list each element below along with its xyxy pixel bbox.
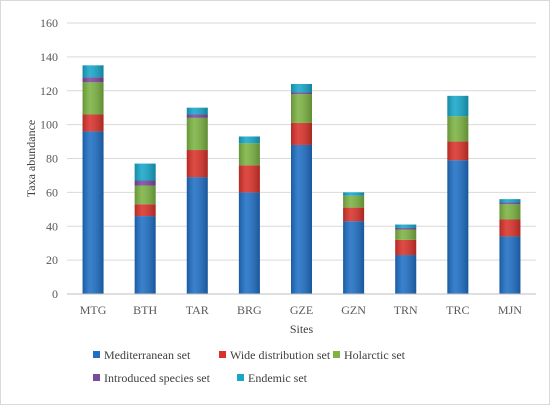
x-tick-label: MJN bbox=[498, 303, 522, 317]
y-tick-label: 120 bbox=[40, 84, 58, 98]
bar-shade-trc-series-0 bbox=[447, 160, 469, 294]
y-tick-label: 0 bbox=[52, 287, 58, 301]
bar-shade-gzn-series-1 bbox=[343, 207, 365, 222]
x-tick-label: TRN bbox=[394, 303, 418, 317]
y-tick-label: 140 bbox=[40, 50, 58, 64]
bar-shade-tar-series-1 bbox=[186, 150, 208, 178]
bar-shade-tar-series-2 bbox=[186, 117, 208, 151]
bar-shade-mjn-series-0 bbox=[499, 236, 521, 294]
legend-label: Endemic set bbox=[248, 371, 308, 385]
legend-swatch bbox=[93, 351, 100, 358]
legend: Mediterranean set Wide distribution set Ho… bbox=[93, 348, 406, 385]
bar-shade-brg-series-0 bbox=[238, 192, 260, 294]
bar-shade-gze-series-3 bbox=[291, 92, 312, 95]
bar-shade-mjn-series-1 bbox=[499, 219, 521, 237]
x-tick-label: GZE bbox=[290, 303, 313, 317]
bar-shade-tar-series-0 bbox=[186, 177, 208, 294]
legend-label: Wide distribution set bbox=[230, 348, 331, 362]
bar-shade-mtg-series-4 bbox=[82, 65, 104, 78]
bar-shade-mjn-series-4 bbox=[499, 199, 521, 203]
bar-shade-mtg-series-2 bbox=[82, 82, 104, 115]
x-tick-label: BRG bbox=[237, 303, 262, 317]
bar-shade-trn-series-4 bbox=[395, 224, 417, 228]
legend-swatch bbox=[219, 351, 226, 358]
bars bbox=[82, 65, 521, 294]
x-tick-label: BTH bbox=[133, 303, 157, 317]
bar-shade-tar-series-4 bbox=[186, 107, 208, 115]
bar-shade-gzn-series-0 bbox=[343, 221, 365, 294]
axes: 0 20 40 60 80 100 120 140 160 MTG BTH TAR BRG GZE GZN T… bbox=[40, 16, 536, 317]
bar-shade-gze-series-4 bbox=[291, 83, 312, 93]
bar-shade-bth-series-2 bbox=[134, 185, 156, 205]
legend-swatch bbox=[237, 374, 244, 381]
x-tick-label: TAR bbox=[186, 303, 209, 317]
bar-shade-bth-series-0 bbox=[134, 216, 156, 294]
bar-shade-trn-series-1 bbox=[395, 239, 417, 256]
bar-shade-gze-series-1 bbox=[291, 122, 312, 145]
y-tick-label: 80 bbox=[46, 152, 58, 166]
y-axis-title: Taxa abundance bbox=[24, 120, 38, 197]
bar-shade-trc-series-2 bbox=[447, 116, 469, 142]
x-axis-title: Sites bbox=[290, 322, 314, 336]
bar-shade-mtg-series-1 bbox=[82, 114, 104, 132]
bar-shade-trc-series-4 bbox=[447, 95, 469, 117]
bar-shade-tar-series-3 bbox=[186, 114, 208, 118]
y-tick-label: 100 bbox=[40, 118, 58, 132]
bar-shade-trn-series-0 bbox=[395, 255, 417, 294]
bar-shade-gzn-series-4 bbox=[343, 192, 365, 196]
bar-shade-brg-series-4 bbox=[238, 136, 260, 144]
bar-shade-bth-series-3 bbox=[134, 180, 156, 186]
bar-shade-brg-series-1 bbox=[238, 165, 260, 193]
x-tick-label: GZN bbox=[341, 303, 366, 317]
bar-shade-trc-series-1 bbox=[447, 141, 469, 161]
legend-label: Introduced species set bbox=[104, 371, 211, 385]
bar-shade-brg-series-2 bbox=[238, 143, 260, 166]
bar-shade-gze-series-2 bbox=[291, 94, 312, 123]
legend-label: Holarctic set bbox=[344, 348, 406, 362]
bar-shade-bth-series-4 bbox=[134, 163, 156, 181]
bar-shade-gze-series-0 bbox=[291, 144, 312, 294]
x-tick-label: MTG bbox=[80, 303, 107, 317]
bar-shade-trn-series-2 bbox=[395, 229, 417, 240]
bar-shade-mjn-series-3 bbox=[499, 202, 521, 205]
legend-swatch bbox=[333, 351, 340, 358]
y-tick-label: 20 bbox=[46, 253, 58, 267]
bar-shade-mtg-series-3 bbox=[82, 77, 104, 83]
bar-shade-mjn-series-2 bbox=[499, 204, 521, 220]
y-tick-label: 160 bbox=[40, 16, 58, 30]
bar-shade-mtg-series-0 bbox=[82, 131, 104, 294]
bar-shade-trn-series-3 bbox=[395, 227, 417, 230]
legend-swatch bbox=[93, 374, 100, 381]
bar-shade-bth-series-1 bbox=[134, 204, 156, 217]
y-tick-label: 40 bbox=[46, 219, 58, 233]
x-tick-label: TRC bbox=[446, 303, 469, 317]
y-tick-label: 60 bbox=[46, 185, 58, 199]
legend-label: Mediterranean set bbox=[104, 348, 191, 362]
bar-shade-gzn-series-2 bbox=[343, 195, 365, 208]
